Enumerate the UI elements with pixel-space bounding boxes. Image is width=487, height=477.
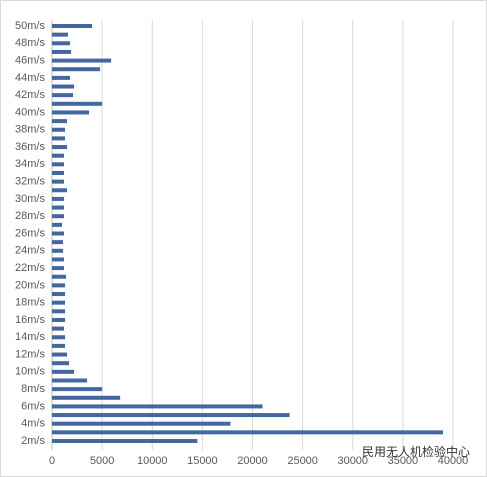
y-tick-label: 24m/s bbox=[15, 245, 45, 257]
bar bbox=[52, 404, 263, 409]
y-tick-label: 50m/s bbox=[15, 20, 45, 32]
bar bbox=[52, 75, 71, 80]
bar bbox=[52, 101, 103, 106]
bar bbox=[52, 352, 68, 357]
bar bbox=[52, 145, 68, 150]
bar bbox=[52, 335, 66, 340]
bar bbox=[52, 119, 68, 124]
bar bbox=[52, 205, 65, 210]
bar bbox=[52, 67, 101, 72]
bar bbox=[52, 283, 66, 288]
x-tick-label: 25000 bbox=[287, 455, 318, 467]
bar bbox=[52, 343, 66, 348]
y-tick-label: 38m/s bbox=[15, 124, 45, 136]
y-tick-label: 28m/s bbox=[15, 210, 45, 222]
bar bbox=[52, 274, 67, 279]
x-tick-label: 20000 bbox=[237, 455, 268, 467]
x-tick-label: 10000 bbox=[137, 455, 168, 467]
y-tick-label: 14m/s bbox=[15, 331, 45, 343]
y-tick-label: 20m/s bbox=[15, 279, 45, 291]
bar bbox=[52, 387, 103, 392]
y-tick-label: 40m/s bbox=[15, 106, 45, 118]
bar bbox=[52, 214, 65, 219]
bar bbox=[52, 248, 64, 253]
bar bbox=[52, 361, 70, 366]
y-tick-label: 30m/s bbox=[15, 193, 45, 205]
y-tick-label: 2m/s bbox=[21, 435, 45, 447]
bar bbox=[52, 240, 64, 245]
bar bbox=[52, 58, 112, 63]
y-tick-label: 42m/s bbox=[15, 89, 45, 101]
y-tick-label: 12m/s bbox=[15, 348, 45, 360]
y-tick-label: 4m/s bbox=[21, 418, 45, 430]
y-tick-label: 26m/s bbox=[15, 227, 45, 239]
bar bbox=[52, 179, 65, 184]
bar bbox=[52, 93, 74, 98]
bar bbox=[52, 153, 65, 158]
bar bbox=[52, 395, 121, 400]
x-tick-label: 40000 bbox=[438, 455, 469, 467]
y-tick-label: 10m/s bbox=[15, 366, 45, 378]
bar bbox=[52, 292, 66, 297]
x-tick-label: 35000 bbox=[388, 455, 419, 467]
bar bbox=[52, 439, 198, 443]
y-tick-label: 6m/s bbox=[21, 400, 45, 412]
y-tick-label: 44m/s bbox=[15, 72, 45, 84]
bar bbox=[52, 84, 75, 89]
x-tick-label: 30000 bbox=[337, 455, 368, 467]
y-tick-label: 18m/s bbox=[15, 297, 45, 309]
bar bbox=[52, 162, 65, 167]
bar bbox=[52, 309, 66, 314]
bar bbox=[52, 127, 66, 132]
bar bbox=[52, 222, 63, 227]
bar bbox=[52, 231, 65, 236]
x-tick-label: 0 bbox=[49, 455, 55, 467]
bar bbox=[52, 136, 66, 141]
bar bbox=[52, 32, 69, 37]
bar bbox=[52, 196, 65, 201]
bar bbox=[52, 421, 231, 426]
x-tick-label: 15000 bbox=[187, 455, 218, 467]
y-tick-label: 48m/s bbox=[15, 37, 45, 49]
bar bbox=[52, 24, 93, 28]
bar bbox=[52, 49, 72, 54]
bar bbox=[52, 378, 88, 383]
bar bbox=[52, 170, 65, 175]
y-tick-label: 36m/s bbox=[15, 141, 45, 153]
x-tick-label: 5000 bbox=[90, 455, 114, 467]
bar bbox=[52, 110, 90, 115]
bar bbox=[52, 413, 290, 418]
bar bbox=[52, 257, 65, 262]
bar bbox=[52, 369, 75, 374]
y-tick-label: 32m/s bbox=[15, 176, 45, 188]
bar bbox=[52, 317, 66, 322]
bar bbox=[52, 326, 65, 331]
bar bbox=[52, 430, 443, 435]
y-tick-label: 46m/s bbox=[15, 54, 45, 66]
bar bbox=[52, 188, 68, 193]
bar bbox=[52, 266, 65, 271]
y-tick-label: 16m/s bbox=[15, 314, 45, 326]
watermark: 民用无人机检验中心 bbox=[362, 444, 470, 459]
y-tick-label: 22m/s bbox=[15, 262, 45, 274]
y-tick-label: 34m/s bbox=[15, 158, 45, 170]
bar bbox=[52, 41, 71, 46]
bar bbox=[52, 300, 66, 305]
y-tick-label: 8m/s bbox=[21, 383, 45, 395]
